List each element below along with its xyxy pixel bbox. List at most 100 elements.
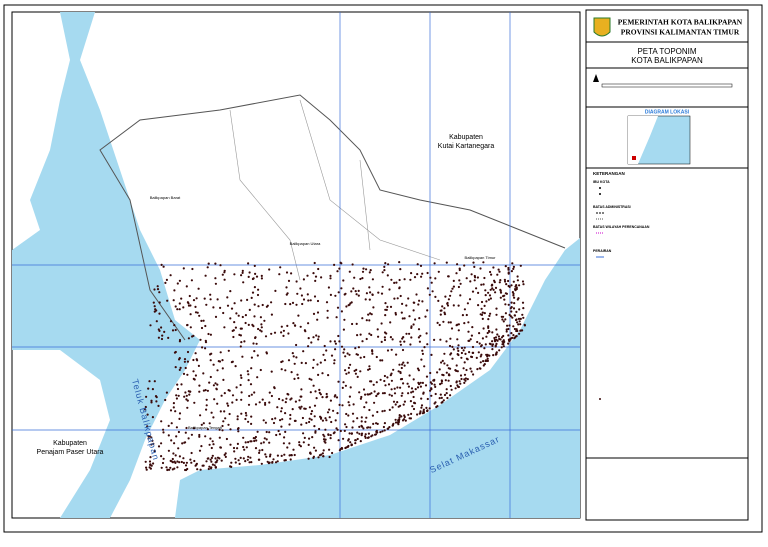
toponym-point (240, 412, 243, 415)
toponym-point (211, 454, 214, 457)
toponym-point (328, 448, 331, 451)
toponym-point (393, 297, 396, 300)
toponym-point (457, 323, 460, 326)
toponym-point (394, 418, 397, 421)
toponym-point (328, 416, 331, 419)
toponym-point (475, 287, 478, 290)
toponym-point (487, 326, 490, 329)
toponym-point (304, 407, 307, 410)
toponym-point (285, 286, 288, 289)
toponym-point (379, 378, 382, 381)
toponym-point (164, 281, 167, 284)
toponym-point (190, 451, 193, 455)
toponym-point (322, 433, 325, 436)
toponym-point (399, 268, 402, 271)
toponym-point (370, 313, 373, 316)
toponym-point (258, 451, 261, 454)
toponym-point (460, 356, 463, 359)
toponym-point (508, 339, 511, 342)
toponym-point (374, 433, 377, 436)
toponym-point (230, 461, 233, 464)
toponym-point (450, 352, 453, 355)
toponym-point (214, 457, 217, 460)
toponym-point (366, 393, 369, 396)
toponym-point (423, 365, 426, 368)
toponym-point (408, 332, 411, 335)
toponym-point (397, 421, 400, 424)
toponym-point (376, 328, 379, 331)
toponym-point (346, 352, 349, 355)
toponym-point (504, 303, 507, 306)
toponym-point (421, 352, 424, 355)
toponym-point (409, 343, 412, 346)
toponym-point (432, 379, 435, 382)
toponym-point (204, 435, 207, 438)
toponym-point (343, 348, 346, 351)
toponym-point (386, 305, 389, 308)
toponym-point (171, 468, 174, 471)
toponym-point (298, 443, 301, 447)
toponym-point (507, 284, 510, 288)
toponym-point (371, 293, 374, 296)
toponym-point (521, 280, 525, 283)
toponym-point (402, 382, 405, 385)
toponym-point (392, 368, 395, 371)
toponym-point (198, 390, 201, 393)
toponym-point (254, 272, 257, 275)
toponym-point (195, 462, 198, 465)
toponym-point (518, 332, 521, 335)
toponym-point (240, 299, 243, 302)
toponym-point (375, 394, 378, 398)
toponym-point (292, 448, 295, 451)
toponym-point (289, 413, 292, 417)
toponym-point (493, 281, 496, 284)
toponym-point (502, 341, 505, 344)
toponym-point (400, 394, 403, 397)
toponym-point (283, 459, 286, 462)
toponym-point (342, 381, 345, 384)
toponym-point (158, 291, 161, 294)
toponym-point (394, 403, 397, 406)
toponym-point (514, 288, 517, 291)
toponym-point (353, 276, 356, 279)
toponym-point (376, 431, 379, 434)
toponym-point (459, 294, 462, 297)
toponym-point (495, 342, 498, 345)
toponym-point (440, 361, 443, 364)
toponym-point (379, 431, 382, 434)
toponym-point (489, 297, 492, 300)
toponym-point (219, 306, 222, 309)
toponym-point (312, 336, 315, 339)
toponym-point (464, 379, 467, 382)
toponym-point (228, 412, 231, 416)
toponym-point (231, 401, 234, 404)
toponym-point (460, 351, 463, 355)
toponym-point (293, 362, 296, 365)
toponym-point (313, 415, 316, 418)
toponym-point (264, 421, 267, 424)
toponym-point (147, 437, 150, 440)
toponym-point (321, 419, 324, 422)
toponym-point (236, 442, 239, 445)
toponym-point (227, 389, 230, 392)
toponym-point (507, 268, 510, 271)
toponym-point (519, 264, 522, 267)
toponym-point (248, 271, 251, 274)
toponym-point (274, 289, 277, 292)
toponym-point (445, 388, 448, 391)
toponym-point (417, 328, 421, 331)
toponym-point (202, 372, 205, 375)
toponym-point (523, 324, 527, 327)
toponym-point (341, 386, 344, 389)
toponym-point (408, 417, 411, 420)
toponym-point (510, 301, 513, 304)
toponym-point (429, 371, 432, 375)
toponym-point (487, 325, 490, 328)
toponym-point (506, 324, 509, 327)
toponym-point (338, 403, 341, 406)
toponym-point (222, 420, 225, 423)
toponym-point (256, 354, 259, 357)
toponym-point (330, 354, 334, 357)
toponym-point (329, 274, 332, 277)
toponym-point (513, 327, 517, 331)
